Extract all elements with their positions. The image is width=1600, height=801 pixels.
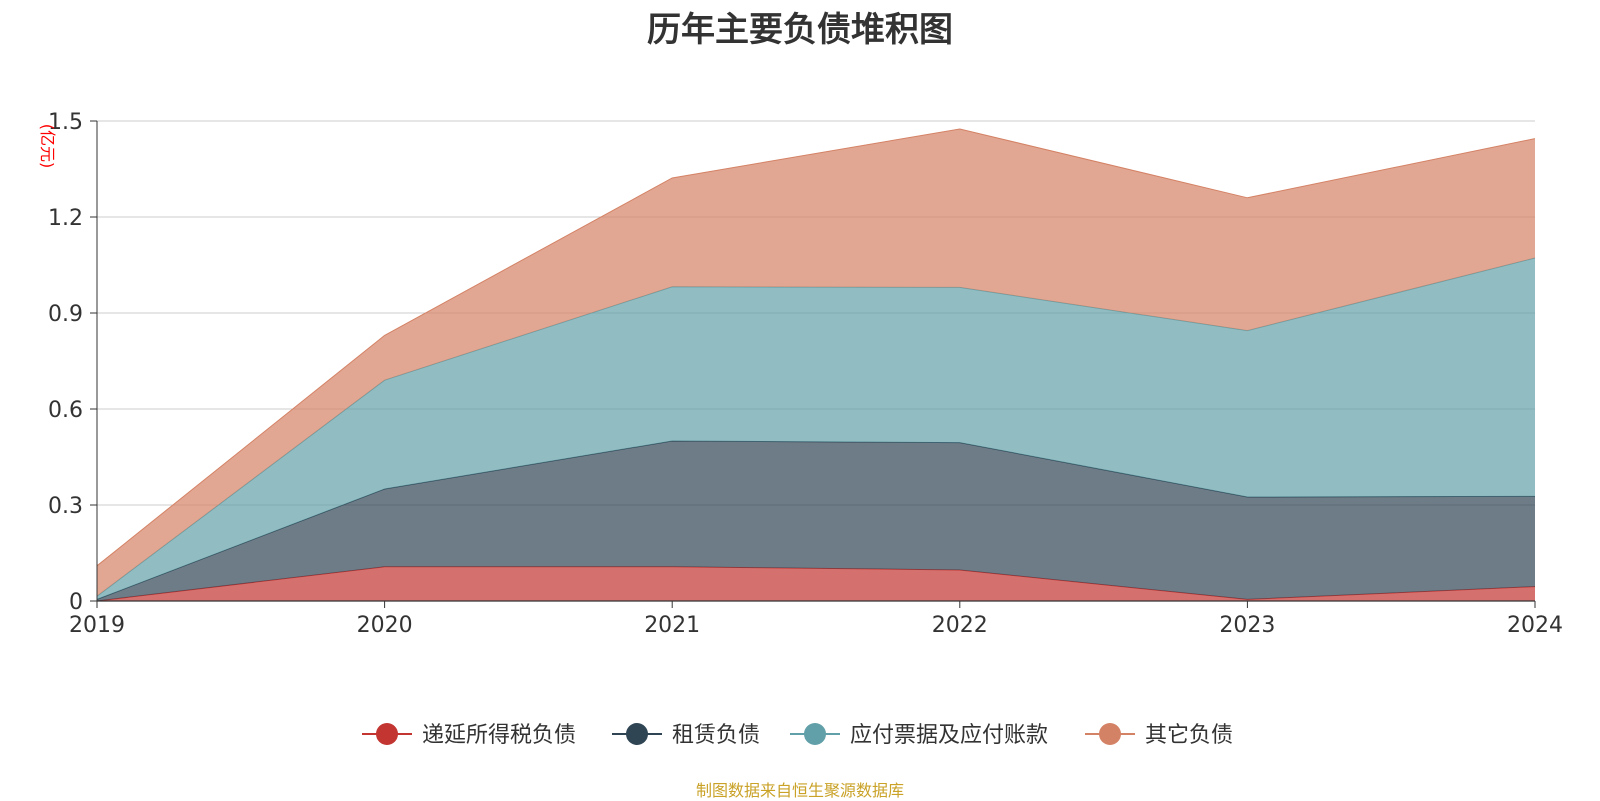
legend-label: 应付票据及应付账款 — [850, 723, 1048, 748]
axes: 0 0.3 0.6 0.9 1.2 1.5 2019 2020 2021 2022 2023 2024… — [38, 110, 1563, 638]
legend-label: 递延所得税负债 — [422, 723, 576, 748]
legend: 递延所得税负债 租赁负债 应付票据及应付账款 其它负债 — [362, 723, 1233, 748]
area-layer — [96, 128, 1536, 602]
y-tick-label: 1.5 — [48, 110, 83, 135]
source-note: 制图数据来自恒生聚源数据库 — [695, 781, 904, 800]
area-series — [97, 257, 1535, 600]
x-tick-label: 2023 — [1219, 613, 1275, 638]
area-series — [97, 441, 1535, 601]
legend-marker — [626, 723, 648, 745]
y-tick-label: 1.2 — [48, 206, 83, 231]
x-tick-label: 2020 — [357, 613, 413, 638]
y-tick-label: 0.3 — [48, 494, 83, 519]
y-tick-label: 0.9 — [48, 302, 83, 327]
legend-marker — [804, 723, 826, 745]
y-tick-label: 0.6 — [48, 398, 83, 423]
chart-title: 历年主要负债堆积图 — [647, 10, 953, 50]
legend-label: 其它负债 — [1145, 723, 1233, 748]
x-tick-label: 2022 — [932, 613, 988, 638]
legend-marker — [376, 723, 398, 745]
x-tick-label: 2021 — [644, 613, 700, 638]
y-tick-label: 0 — [69, 590, 83, 615]
x-tick-label: 2019 — [69, 613, 125, 638]
y-axis-unit: (亿元) — [38, 124, 57, 169]
area-series — [97, 129, 1535, 597]
area-series-line — [96, 128, 1536, 567]
legend-label: 租赁负债 — [672, 723, 760, 748]
legend-marker — [1099, 723, 1121, 745]
x-tick-label: 2024 — [1507, 613, 1563, 638]
